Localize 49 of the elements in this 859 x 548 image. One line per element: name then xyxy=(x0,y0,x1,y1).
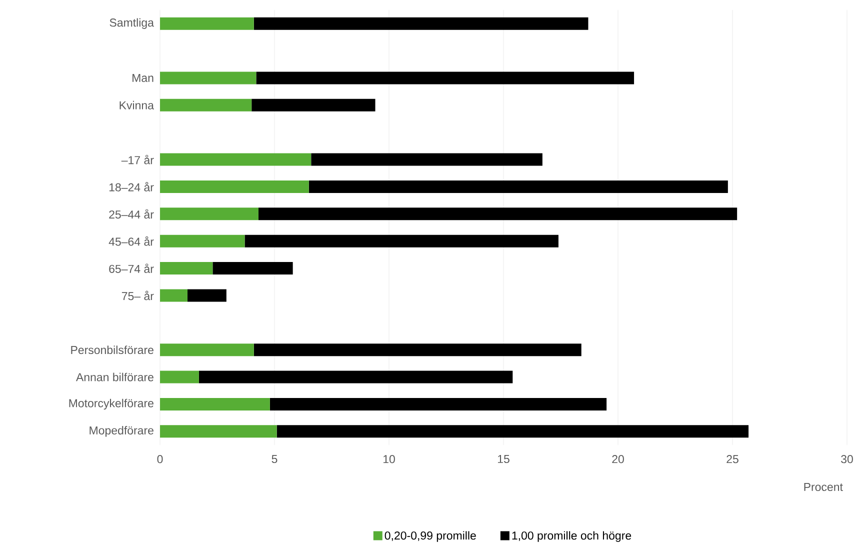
bar xyxy=(256,72,634,84)
bar xyxy=(258,208,738,220)
x-tick-label: 15 xyxy=(498,455,510,464)
bar xyxy=(160,344,254,356)
y-tick-label: 45–64 år xyxy=(108,236,154,246)
bar xyxy=(212,262,293,275)
y-tick-label: Annan bilförare xyxy=(76,372,154,382)
bar xyxy=(160,72,256,84)
bar xyxy=(160,153,312,166)
bar xyxy=(254,344,582,356)
y-tick-label: Kvinna xyxy=(120,100,154,110)
bar xyxy=(270,398,607,410)
bar xyxy=(198,370,513,384)
x-tick-label: 30 xyxy=(841,455,853,464)
y-tick-label: 25–44 år xyxy=(109,209,154,219)
bar xyxy=(311,153,542,166)
bar xyxy=(244,234,558,248)
y-tick-label: 18–24 år xyxy=(109,182,154,192)
legend-label: 1,00 promille och högre xyxy=(512,531,632,542)
bar xyxy=(254,17,588,30)
y-tick-label: Man xyxy=(132,74,154,82)
bar xyxy=(252,98,376,112)
bar xyxy=(160,98,252,112)
x-tick-label: 20 xyxy=(612,455,624,464)
y-tick-label: Samtliga xyxy=(110,18,154,29)
bar xyxy=(160,370,199,384)
bar xyxy=(276,425,749,438)
legend-label: 0,20-0,99 promille xyxy=(384,531,476,542)
y-tick-label: Motorcykelförare xyxy=(69,398,154,410)
bar xyxy=(160,234,245,248)
x-axis-title: Procent xyxy=(804,483,843,492)
y-tick-label: Personbilsförare xyxy=(71,346,154,354)
x-tick-label: 0 xyxy=(157,455,163,464)
bar xyxy=(187,289,226,302)
bar xyxy=(160,180,309,193)
bar xyxy=(160,289,188,302)
bar xyxy=(160,398,270,410)
y-tick-label: –17 år xyxy=(121,154,154,164)
y-tick-label: 65–74 år xyxy=(109,264,154,273)
bar xyxy=(160,17,254,30)
y-tick-label: Mopedförare xyxy=(90,426,154,437)
bar xyxy=(160,262,213,275)
x-tick-label: 10 xyxy=(383,455,395,464)
bar xyxy=(160,208,258,220)
bar xyxy=(160,425,277,438)
x-tick-label: 5 xyxy=(272,455,278,464)
y-tick-label: 75– år xyxy=(122,290,154,300)
x-tick-label: 25 xyxy=(726,455,738,464)
bar xyxy=(308,180,728,193)
